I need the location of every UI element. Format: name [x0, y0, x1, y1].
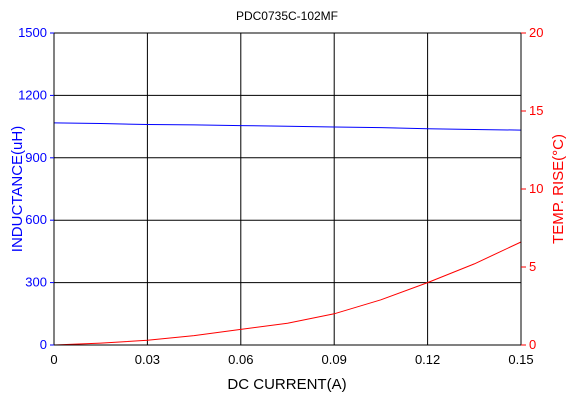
grid-layer [54, 33, 521, 345]
y-right-tick-label: 15 [529, 103, 543, 118]
plot-frame [53, 32, 522, 346]
y-axis-left-label: INDUCTANCE(uH) [9, 126, 26, 252]
x-axis-label: DC CURRENT(A) [227, 376, 346, 393]
y-right-tick-label: 0 [529, 337, 536, 352]
tick-layer: 0 0.03 0.06 0.09 0.12 0.150300600900120015000… [18, 25, 543, 367]
y-axis-right-label: TEMP. RISE(°C) [550, 134, 567, 244]
y-left-tick-label: 900 [25, 150, 47, 165]
y-right-tick-label: 5 [529, 259, 536, 274]
y-right-tick-label: 20 [529, 25, 543, 40]
y-left-tick-label: 600 [25, 212, 47, 227]
series-layer [53, 122, 522, 346]
chart-title: PDC0735C-102MF [236, 9, 338, 23]
y-left-tick-label: 1500 [18, 25, 47, 40]
y-left-tick-label: 0 [40, 337, 47, 352]
y-left-tick-label: 300 [25, 275, 47, 290]
inductance-line [53, 122, 522, 131]
y-right-tick-label: 10 [529, 181, 543, 196]
x-tick-label: 0.09 [322, 352, 347, 367]
x-tick-label: 0.06 [228, 352, 253, 367]
x-tick-label: 0 [50, 352, 57, 367]
y-left-tick-label: 1200 [18, 87, 47, 102]
temp-rise-line [53, 241, 522, 346]
x-tick-label: 0.12 [415, 352, 440, 367]
x-tick-label: 0.15 [508, 352, 533, 367]
x-tick-label: 0.03 [135, 352, 160, 367]
